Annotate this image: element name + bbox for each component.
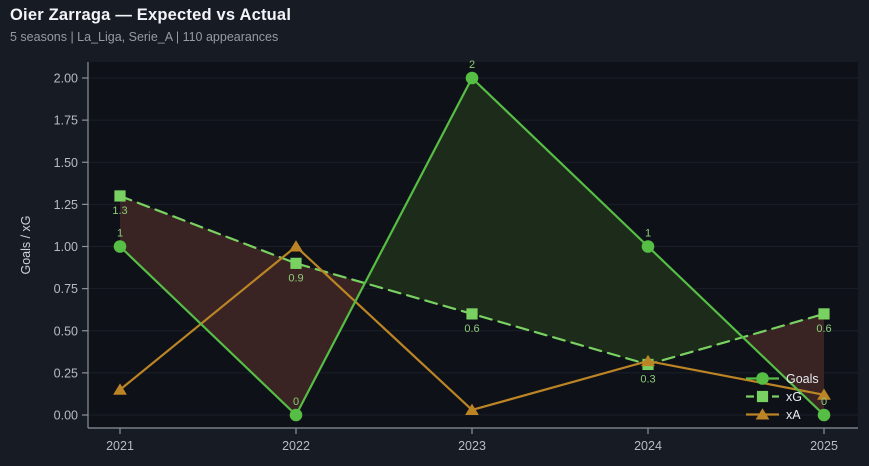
chart-header: Oier Zarraga — Expected vs Actual 5 seas… <box>10 6 291 44</box>
legend-triangle-icon <box>755 408 770 420</box>
y-tick-label: 1.50 <box>54 156 78 170</box>
y-tick-label: 1.00 <box>54 240 78 254</box>
xg-marker-2022 <box>290 257 302 269</box>
x-tick-label: 2023 <box>458 439 486 453</box>
y-tick-label: 1.75 <box>54 114 78 128</box>
x-tick-label: 2022 <box>282 439 310 453</box>
xg-value-label: 0.6 <box>816 323 831 335</box>
legend: Goals xG xA <box>746 372 819 422</box>
xa-marker-2024 <box>641 354 655 367</box>
goals-marker-2022 <box>289 408 303 422</box>
y-axis-title: Goals / xG <box>19 215 33 274</box>
overperformance-fill <box>648 246 743 365</box>
xg-value-label: 0.9 <box>288 272 303 284</box>
xg-marker-2023 <box>466 308 478 320</box>
xg-value-label: 0.3 <box>640 373 655 385</box>
page-subtitle: 5 seasons | La_Liga, Serie_A | 110 appea… <box>10 30 279 44</box>
legend-circle-icon <box>756 372 769 385</box>
underperformance-fill <box>296 263 365 415</box>
legend-square-icon <box>756 390 769 403</box>
xa-marker-2021 <box>113 383 127 395</box>
x-tick-label: 2025 <box>810 439 838 453</box>
y-tick-label: 1.25 <box>54 198 78 212</box>
y-tick-label: 0.25 <box>54 366 78 380</box>
y-tick-label: 0.00 <box>54 409 78 423</box>
goals-value-label: 1 <box>117 228 123 240</box>
y-tick-label: 0.50 <box>54 324 78 338</box>
x-tick-label: 2021 <box>106 439 134 453</box>
underperformance-fill <box>120 195 296 415</box>
goals-marker-2025 <box>817 408 831 422</box>
goals-marker-2021 <box>113 240 127 253</box>
goals-value-label: 2 <box>469 59 475 71</box>
goals-value-label: 0 <box>293 396 299 408</box>
overperformance-fill <box>364 78 472 314</box>
legend-label-xg: xG <box>786 390 802 404</box>
goals-marker-2023 <box>465 71 479 85</box>
page-title: Oier Zarraga — Expected vs Actual <box>10 6 292 24</box>
goals-marker-2024 <box>641 240 655 253</box>
xg-value-label: 1.3 <box>112 205 127 217</box>
xg-marker-2021 <box>114 190 126 202</box>
xg-marker-2025 <box>818 308 830 320</box>
legend-label-goals: Goals <box>786 372 819 386</box>
goals-value-label: 1 <box>645 228 651 240</box>
underperformance-fill <box>742 313 824 415</box>
xa-marker-2023 <box>465 403 479 415</box>
x-tick-label: 2024 <box>634 439 662 453</box>
goals-value-label: 0 <box>821 396 827 408</box>
legend-label-xa: xA <box>786 408 801 422</box>
xg-value-label: 0.6 <box>464 323 479 335</box>
overperformance-fill <box>472 78 648 365</box>
xa-marker-2022 <box>289 240 303 252</box>
xa-marker-2025 <box>817 388 831 400</box>
y-tick-label: 2.00 <box>54 72 78 86</box>
y-tick-label: 0.75 <box>54 282 78 296</box>
